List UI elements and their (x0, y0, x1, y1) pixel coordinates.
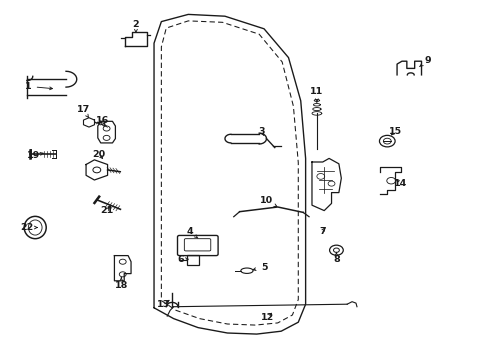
Text: 4: 4 (186, 227, 198, 238)
Text: 15: 15 (388, 127, 401, 136)
Text: 9: 9 (419, 56, 430, 67)
Text: 18: 18 (114, 278, 128, 289)
Text: 14: 14 (393, 179, 407, 188)
Text: 11: 11 (309, 87, 323, 102)
Text: 5: 5 (253, 263, 267, 271)
Text: 6: 6 (177, 255, 188, 264)
Text: 21: 21 (100, 206, 113, 215)
Text: 19: 19 (26, 151, 43, 160)
Text: 16: 16 (96, 116, 109, 125)
Text: 20: 20 (92, 150, 105, 158)
Text: 10: 10 (260, 197, 276, 207)
Text: 13: 13 (157, 300, 170, 309)
Text: 3: 3 (258, 127, 264, 136)
Text: 12: 12 (261, 313, 274, 322)
Text: 8: 8 (332, 253, 339, 264)
Text: 17: 17 (76, 105, 90, 117)
Text: 1: 1 (25, 82, 52, 91)
Text: 22: 22 (20, 223, 37, 232)
Text: 7: 7 (319, 227, 325, 236)
Text: 2: 2 (132, 20, 139, 32)
